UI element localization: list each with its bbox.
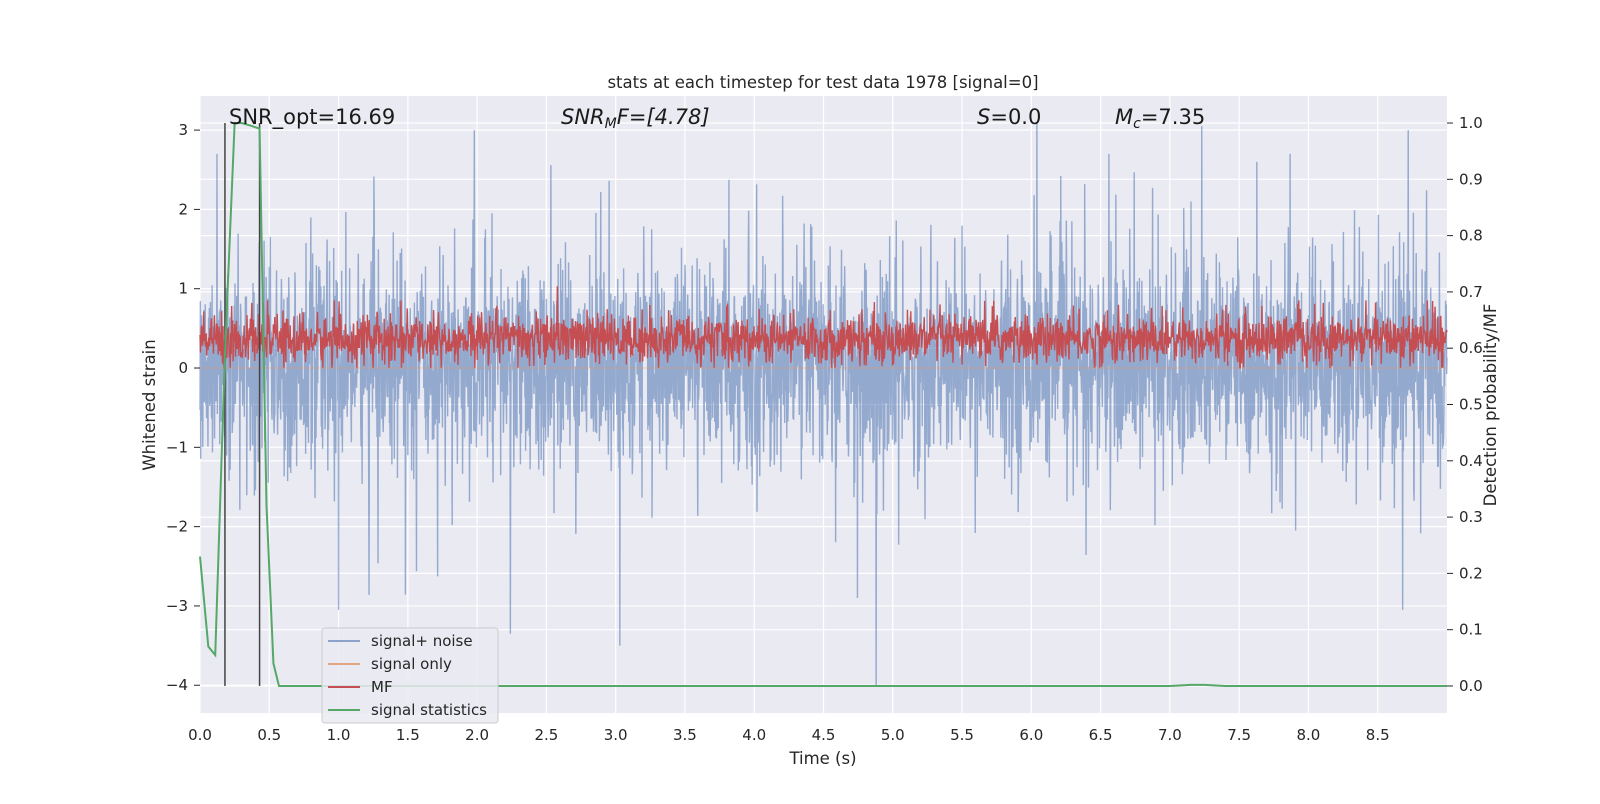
annotation-snr-mf: SNRMF=[4.78] <box>561 105 710 132</box>
y-right-axis-ticks: 1.0 0.9 0.8 0.7 0.6 0.5 0.4 0.3 0.2 0.1 0.0 <box>1447 114 1483 695</box>
y-left-axis-label: Whitened strain <box>140 339 159 470</box>
x-tick-label: 6.5 <box>1089 726 1113 744</box>
series-mf <box>199 286 1448 369</box>
x-tick-label: 2.0 <box>465 726 489 744</box>
y-left-axis-ticks: 3 2 1 0 −1 −2 −3 −4 <box>166 121 200 694</box>
annotations: SNR_opt=16.69 SNRMF=[4.78] S=0.0 Mc=7.35 <box>229 105 1205 132</box>
annotation-mc-label: M <box>1115 105 1133 129</box>
y-right-axis-label: Detection probability/MF <box>1481 304 1500 507</box>
x-tick-label: 0.5 <box>257 726 281 744</box>
series-signal-statistics <box>199 122 1447 687</box>
y-right-tick-label: 0.4 <box>1459 452 1483 470</box>
x-axis-ticks: 0.0 0.5 1.0 1.5 2.0 2.5 3.0 3.5 4.0 4.5 5.0 5.5 6.0 6… <box>188 726 1390 744</box>
x-tick-label: 4.0 <box>742 726 766 744</box>
x-tick-label: 7.0 <box>1158 726 1182 744</box>
annotation-s-value: =0.0 <box>990 105 1041 129</box>
x-tick-label: 5.0 <box>881 726 905 744</box>
legend-label-signal-only: signal only <box>371 655 452 673</box>
y-left-tick-label: −4 <box>166 676 188 694</box>
annotation-mc-value: =7.35 <box>1141 105 1205 129</box>
line-mf <box>199 286 1448 369</box>
y-right-tick-label: 0.2 <box>1459 564 1483 582</box>
line-signal-noise <box>199 122 1448 686</box>
annotation-snr-opt: SNR_opt=16.69 <box>229 105 395 130</box>
annotation-snr-mf-f: F=[4.78] <box>617 105 710 129</box>
x-tick-label: 3.0 <box>604 726 628 744</box>
y-right-tick-label: 0.6 <box>1459 339 1483 357</box>
annotation-snr-mf-label: SNR <box>561 105 605 129</box>
y-left-tick-label: 2 <box>178 200 188 218</box>
y-left-tick-label: 3 <box>178 121 188 139</box>
x-tick-label: 2.5 <box>534 726 558 744</box>
x-axis-label: Time (s) <box>788 749 856 768</box>
annotation-mc: Mc=7.35 <box>1115 105 1205 132</box>
y-right-tick-label: 0.3 <box>1459 508 1483 526</box>
legend-label-mf: MF <box>371 678 393 696</box>
x-tick-label: 3.5 <box>673 726 697 744</box>
series-signal-noise <box>199 122 1448 686</box>
legend-label-signal-noise: signal+ noise <box>371 632 473 650</box>
annotation-snr-mf-sub: M <box>605 116 617 132</box>
y-right-tick-label: 0.7 <box>1459 283 1483 301</box>
x-tick-label: 5.5 <box>950 726 974 744</box>
y-left-tick-label: −1 <box>166 438 188 456</box>
x-tick-label: 0.0 <box>188 726 212 744</box>
annotation-s-label: S <box>977 105 990 129</box>
legend-label-signal-statistics: signal statistics <box>371 701 487 719</box>
annotation-mc-sub: c <box>1133 116 1141 132</box>
y-left-tick-label: −3 <box>166 597 188 615</box>
y-left-tick-label: 1 <box>178 280 188 298</box>
y-left-tick-label: 0 <box>178 359 188 377</box>
y-right-tick-label: 0.9 <box>1459 170 1483 188</box>
x-tick-label: 8.5 <box>1366 726 1390 744</box>
x-tick-label: 6.0 <box>1019 726 1043 744</box>
line-signal-statistics <box>199 122 1447 687</box>
x-tick-label: 1.5 <box>396 726 420 744</box>
x-tick-label: 1.0 <box>327 726 351 744</box>
y-right-tick-label: 0.1 <box>1459 621 1483 639</box>
annotation-s: S=0.0 <box>977 105 1041 129</box>
y-right-tick-label: 0.8 <box>1459 227 1483 245</box>
y-left-tick-label: −2 <box>166 518 188 536</box>
vertical-markers <box>224 123 261 686</box>
legend: signal+ noise signal only MF signal stat… <box>321 627 499 724</box>
legend-box <box>321 627 499 724</box>
y-right-tick-label: 0.5 <box>1459 396 1483 414</box>
x-tick-label: 8.0 <box>1297 726 1321 744</box>
x-tick-label: 4.5 <box>812 726 836 744</box>
x-tick-label: 7.5 <box>1227 726 1251 744</box>
y-right-tick-label: 1.0 <box>1459 114 1483 132</box>
y-right-tick-label: 0.0 <box>1459 677 1483 695</box>
chart-title: stats at each timestep for test data 197… <box>607 73 1038 92</box>
